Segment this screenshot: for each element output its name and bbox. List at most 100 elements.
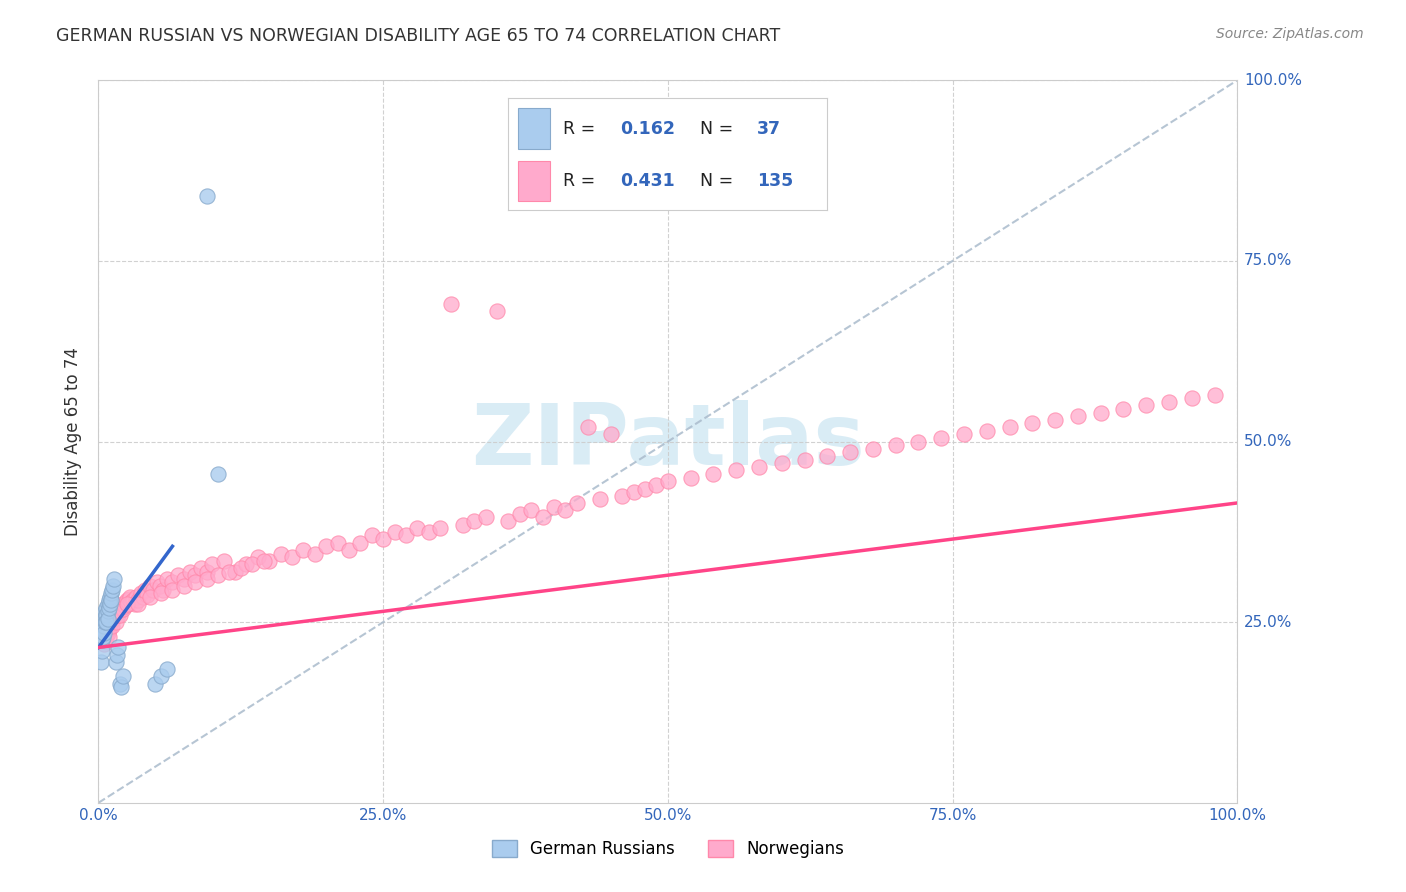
Point [218,565,240,579]
Point [554,503,576,517]
Point [1090,406,1112,420]
Point [118,592,141,607]
Text: ZIPatlas: ZIPatlas [471,400,865,483]
Point [201,558,224,572]
Point [96,615,118,630]
Point [184,575,207,590]
Point [103,604,125,618]
Point [1112,402,1135,417]
Point [108,604,131,618]
Point [90,644,112,658]
Point [167,568,190,582]
Point [1067,409,1090,424]
Point [1181,391,1204,405]
Point [337,542,360,557]
Point [207,568,229,582]
Point [110,680,132,694]
Point [702,467,724,481]
Point [429,521,451,535]
Point [246,550,269,565]
Point [509,507,531,521]
Point [418,524,440,539]
Point [129,586,152,600]
Point [600,427,623,442]
Point [97,600,120,615]
Point [104,615,127,630]
Text: 50.0%: 50.0% [1244,434,1292,449]
Point [406,521,429,535]
Point [96,623,118,637]
Point [884,438,907,452]
Point [240,558,263,572]
Point [145,676,167,690]
Point [110,600,132,615]
Point [384,524,406,539]
Point [207,467,229,481]
Point [120,590,142,604]
Point [91,633,114,648]
Point [94,611,117,625]
Point [195,189,218,203]
Point [486,304,509,318]
Point [315,539,337,553]
Point [121,593,143,607]
Point [1204,387,1226,401]
Point [93,619,115,633]
Point [440,297,463,311]
Point [117,597,139,611]
Point [93,611,115,625]
Point [839,445,862,459]
Point [107,607,129,622]
Point [112,669,135,683]
Point [94,604,117,618]
Point [108,607,131,622]
Point [120,595,142,609]
Point [98,611,121,625]
Point [162,575,184,590]
Point [124,597,146,611]
Point [91,623,114,637]
Point [451,517,474,532]
Text: GERMAN RUSSIAN VS NORWEGIAN DISABILITY AGE 65 TO 74 CORRELATION CHART: GERMAN RUSSIAN VS NORWEGIAN DISABILITY A… [56,27,780,45]
Point [531,510,554,524]
Text: 75.0%: 75.0% [1244,253,1292,268]
Point [136,588,159,602]
Point [112,602,135,616]
Point [96,611,118,625]
Point [96,626,118,640]
Point [793,452,815,467]
Point [520,503,543,517]
Point [371,532,394,546]
Text: Source: ZipAtlas.com: Source: ZipAtlas.com [1216,27,1364,41]
Point [138,579,160,593]
Point [212,554,235,568]
Point [588,492,610,507]
Point [634,482,657,496]
Point [96,604,118,618]
Point [94,626,117,640]
Point [104,655,127,669]
Point [98,619,121,633]
Point [184,568,207,582]
Point [259,554,281,568]
Point [105,648,128,662]
Point [142,582,165,597]
Point [179,565,201,579]
Point [292,542,315,557]
Point [1021,417,1043,431]
Text: 100.0%: 100.0% [1244,73,1302,87]
Point [104,604,127,618]
Point [976,424,998,438]
Point [623,485,645,500]
Point [97,593,120,607]
Point [748,459,770,474]
Point [645,478,668,492]
Point [326,535,349,549]
Point [173,579,195,593]
Point [103,607,125,622]
Point [90,655,112,669]
Point [150,586,173,600]
Point [98,597,121,611]
Point [100,615,122,630]
Point [815,449,838,463]
